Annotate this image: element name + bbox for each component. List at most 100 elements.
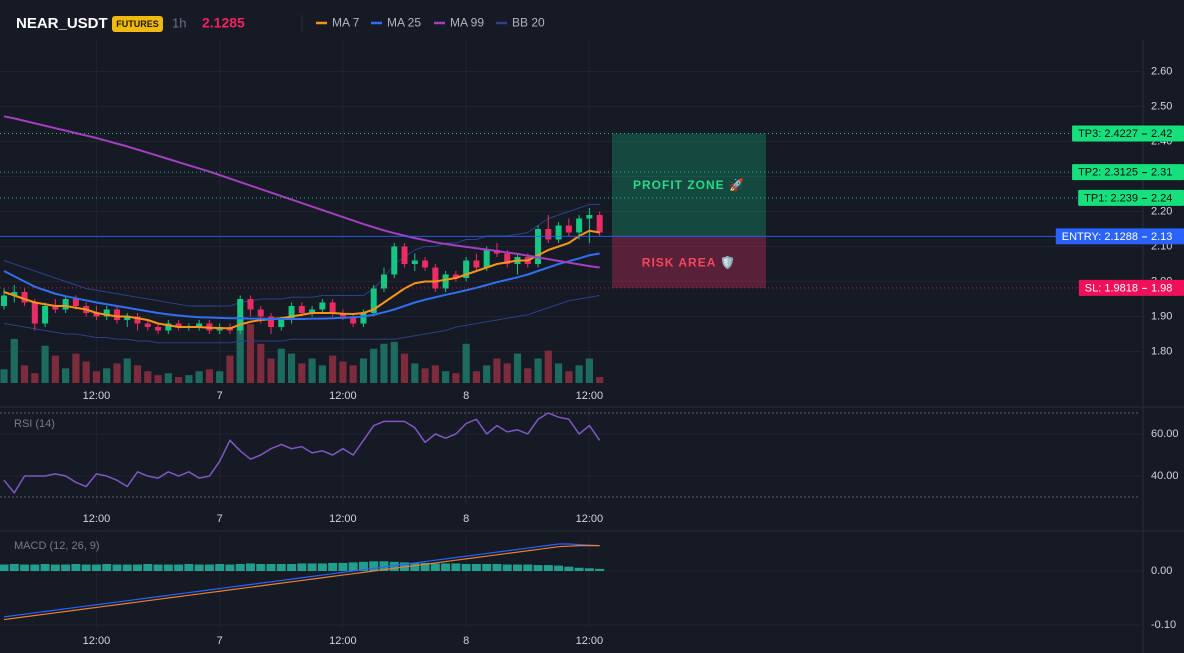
volume-bar bbox=[503, 363, 511, 383]
macd-histogram-bar bbox=[112, 564, 122, 572]
volume-bar bbox=[329, 355, 337, 383]
volume-bar bbox=[287, 353, 296, 383]
candle-body bbox=[52, 306, 59, 310]
level-axis-label: 1.98 bbox=[1151, 282, 1172, 294]
volume-bar bbox=[534, 358, 542, 383]
candle-body bbox=[21, 292, 28, 303]
volume-bar bbox=[493, 358, 501, 383]
macd-histogram-bar bbox=[451, 563, 461, 572]
zone-label: RISK AREA 🛡️ bbox=[642, 255, 736, 269]
candle-body bbox=[247, 299, 254, 310]
macd-histogram-bar bbox=[245, 563, 255, 572]
volume-bar bbox=[359, 358, 368, 383]
macd-histogram-bar bbox=[256, 563, 266, 572]
macd-histogram-bar bbox=[420, 562, 430, 572]
candle-body bbox=[319, 302, 326, 310]
volume-bar bbox=[236, 316, 244, 383]
bollinger-lower bbox=[3, 295, 600, 344]
x-tick-label: 12:00 bbox=[329, 513, 357, 525]
macd-histogram-bar bbox=[61, 564, 71, 572]
y-tick-label: 0.00 bbox=[1151, 565, 1172, 577]
candle-body bbox=[31, 302, 38, 324]
macd-histogram-bar bbox=[369, 561, 379, 572]
volume-bar bbox=[0, 369, 8, 383]
macd-histogram-bar bbox=[348, 562, 358, 572]
macd-histogram-bar bbox=[533, 565, 543, 572]
level-label: TP3: 2.4227 bbox=[1078, 128, 1138, 140]
candle-body bbox=[309, 309, 316, 313]
macd-histogram-bar bbox=[307, 563, 317, 572]
y-tick-label: 1.80 bbox=[1151, 345, 1172, 357]
y-tick-label: 2.20 bbox=[1151, 205, 1172, 217]
volume-bar bbox=[298, 363, 306, 383]
volume-bar bbox=[400, 353, 409, 383]
volume-bar bbox=[411, 363, 419, 383]
volume-bar bbox=[318, 365, 326, 383]
candle-body bbox=[535, 229, 542, 264]
candle-body bbox=[113, 309, 120, 320]
macd-histogram-bar bbox=[543, 565, 553, 572]
badge: FUTURES bbox=[116, 19, 159, 29]
x-tick-label: 12:00 bbox=[576, 513, 604, 525]
volume-bar bbox=[164, 373, 172, 383]
macd-histogram-bar bbox=[328, 562, 338, 572]
volume-bar bbox=[154, 375, 162, 383]
macd-histogram-bar bbox=[184, 563, 194, 572]
panel-title: RSI (14) bbox=[14, 418, 55, 430]
candle-body bbox=[411, 260, 418, 264]
badge-bg bbox=[112, 16, 163, 32]
volume-bar bbox=[483, 365, 491, 383]
candle-body bbox=[504, 253, 511, 264]
x-tick-label: 7 bbox=[217, 390, 223, 402]
macd-histogram-bar bbox=[215, 563, 225, 572]
x-tick-label: 8 bbox=[463, 635, 469, 647]
zone bbox=[612, 133, 766, 237]
volume-bar bbox=[144, 371, 152, 383]
level-label: TP1: 2.239 bbox=[1084, 192, 1138, 204]
macd-histogram-bar bbox=[471, 563, 481, 572]
macd-histogram-bar bbox=[143, 563, 153, 572]
y-tick-label: -0.10 bbox=[1151, 619, 1176, 631]
volume-bar bbox=[51, 355, 59, 383]
candle-body bbox=[288, 306, 295, 320]
candle-body bbox=[196, 323, 203, 327]
candle-body bbox=[144, 323, 151, 327]
volume-bar bbox=[596, 377, 604, 383]
candle-body bbox=[545, 229, 552, 240]
candle-body bbox=[175, 323, 182, 327]
level-label: TP2: 2.3125 bbox=[1078, 167, 1138, 179]
macd-line bbox=[3, 543, 600, 618]
macd-histogram-bar bbox=[502, 564, 512, 572]
candle-body bbox=[155, 327, 162, 331]
level-badge-bg bbox=[1078, 279, 1184, 296]
volume-bar bbox=[442, 371, 450, 383]
macd-histogram-bar bbox=[379, 561, 389, 572]
candle-body bbox=[586, 215, 593, 219]
candle-body bbox=[555, 225, 562, 240]
candle-body bbox=[442, 274, 449, 289]
volume-bar bbox=[349, 365, 357, 383]
legend-label: MA 99 bbox=[450, 16, 484, 30]
volume-bar bbox=[277, 348, 285, 383]
macd-histogram-bar bbox=[584, 568, 594, 572]
panel-title: MACD (12, 26, 9) bbox=[14, 540, 100, 552]
candle-body bbox=[350, 316, 357, 324]
volume-bar bbox=[431, 365, 439, 383]
x-tick-label: 12:00 bbox=[83, 635, 111, 647]
candle-body bbox=[596, 215, 603, 233]
candle-body bbox=[257, 309, 264, 317]
candle-body bbox=[391, 246, 398, 275]
candle-body bbox=[473, 260, 480, 268]
candle-body bbox=[72, 299, 79, 306]
x-tick-label: 12:00 bbox=[329, 390, 357, 402]
volume-bar bbox=[554, 363, 563, 383]
volume-bar bbox=[133, 365, 142, 383]
level-axis-label: 2.13 bbox=[1151, 231, 1172, 243]
macd-histogram-bar bbox=[266, 563, 276, 572]
candle-body bbox=[463, 260, 470, 278]
candle-body bbox=[93, 313, 100, 317]
volume-bar bbox=[123, 358, 131, 383]
interval: 1h bbox=[172, 15, 186, 30]
volume-bar bbox=[62, 368, 70, 383]
volume-bar bbox=[72, 353, 80, 383]
